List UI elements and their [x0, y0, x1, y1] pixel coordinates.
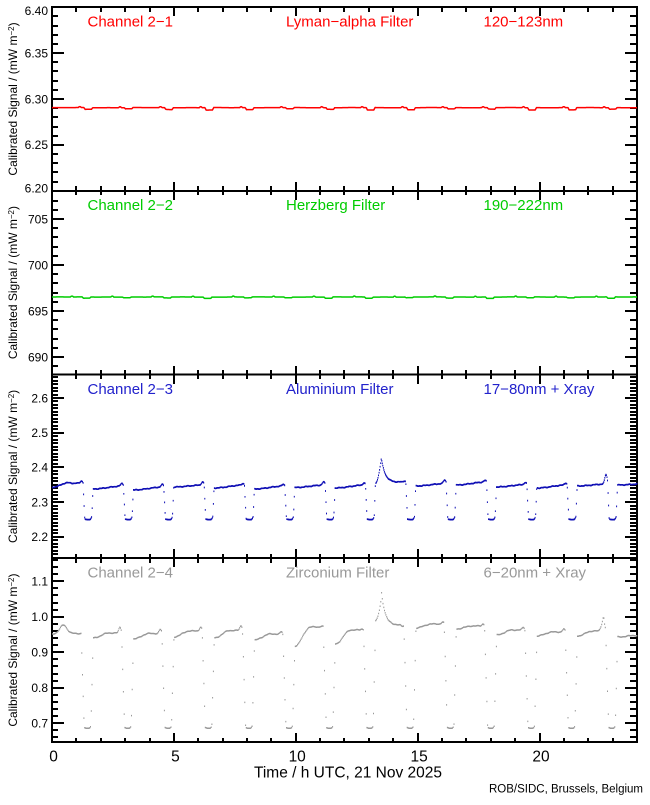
svg-text:2.3: 2.3: [31, 495, 48, 509]
svg-text:2.4: 2.4: [31, 461, 48, 475]
svg-text:6−20nm + Xray: 6−20nm + Xray: [484, 565, 587, 582]
svg-text:6.35: 6.35: [25, 46, 49, 60]
svg-text:6.30: 6.30: [25, 92, 49, 106]
svg-text:Channel 2−4: Channel 2−4: [88, 565, 174, 582]
svg-text:10: 10: [289, 749, 307, 766]
svg-text:0: 0: [49, 749, 58, 766]
svg-text:Channel 2−2: Channel 2−2: [88, 197, 174, 214]
svg-text:Herzberg Filter: Herzberg Filter: [286, 197, 385, 214]
svg-text:15: 15: [410, 749, 427, 766]
svg-text:1.0: 1.0: [31, 610, 48, 624]
svg-text:0.8: 0.8: [31, 681, 48, 695]
svg-text:690: 690: [28, 350, 48, 364]
svg-text:0.9: 0.9: [31, 646, 48, 660]
svg-text:20: 20: [532, 749, 550, 766]
svg-text:190−222nm: 190−222nm: [484, 197, 564, 214]
svg-text:120−123nm: 120−123nm: [484, 14, 564, 31]
svg-text:6.20: 6.20: [25, 182, 49, 196]
svg-text:Aluminium Filter: Aluminium Filter: [286, 381, 394, 398]
svg-text:2.5: 2.5: [31, 426, 48, 440]
svg-text:Time / h UTC, 21 Nov 2025: Time / h UTC, 21 Nov 2025: [254, 764, 442, 781]
svg-text:ROB/SIDC, Brussels, Belgium: ROB/SIDC, Brussels, Belgium: [489, 784, 643, 796]
svg-text:705: 705: [28, 212, 48, 226]
svg-text:2.6: 2.6: [31, 391, 48, 405]
svg-text:700: 700: [28, 258, 48, 272]
svg-text:Calibrated Signal / (mW m−2): Calibrated Signal / (mW m−2): [6, 206, 20, 359]
svg-text:6.25: 6.25: [25, 138, 49, 152]
svg-text:0.7: 0.7: [31, 717, 48, 731]
svg-text:695: 695: [28, 304, 48, 318]
svg-text:Calibrated Signal / (mW m−2): Calibrated Signal / (mW m−2): [6, 22, 20, 175]
svg-text:2.2: 2.2: [31, 530, 48, 544]
svg-text:6.40: 6.40: [25, 4, 49, 18]
svg-text:Lyman−alpha Filter: Lyman−alpha Filter: [286, 14, 413, 31]
svg-text:5: 5: [171, 749, 180, 766]
svg-text:Channel 2−3: Channel 2−3: [88, 381, 174, 398]
svg-text:Calibrated Signal / (mW m−2): Calibrated Signal / (mW m−2): [6, 390, 20, 543]
svg-text:17−80nm + Xray: 17−80nm + Xray: [484, 381, 595, 398]
svg-text:Channel 2−1: Channel 2−1: [88, 14, 174, 31]
svg-text:Zirconium Filter: Zirconium Filter: [286, 565, 389, 582]
svg-text:Calibrated Signal / (mW m−2): Calibrated Signal / (mW m−2): [6, 574, 20, 727]
svg-text:1.1: 1.1: [31, 575, 48, 589]
